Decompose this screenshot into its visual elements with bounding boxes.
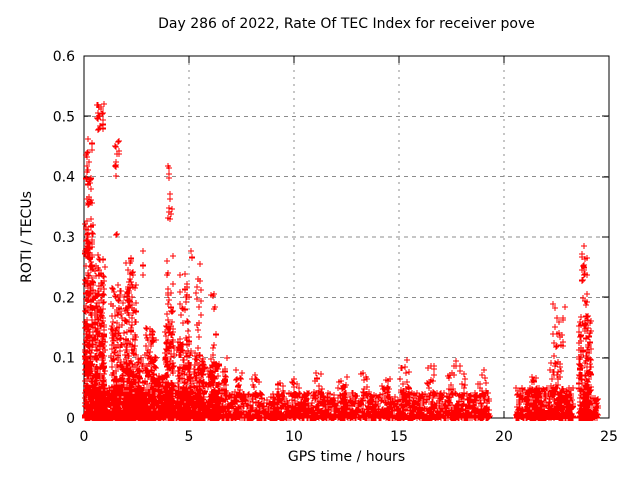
y-tick-label: 0.4 [53,170,75,186]
x-tick-label: 0 [80,429,89,445]
y-tick-label: 0.2 [53,290,75,306]
y-tick-label: 0 [66,411,75,427]
y-tick-label: 0.5 [53,109,75,125]
y-tick-label: 0.6 [53,49,75,65]
axis-ticks [83,55,610,419]
y-tick-label: 0.3 [53,230,75,246]
x-tick-label: 5 [185,429,194,445]
x-tick-label: 25 [600,429,618,445]
x-tick-label: 10 [285,429,303,445]
axis-frame [83,55,610,419]
x-axis-label: GPS time / hours [287,449,406,465]
y-axis-label: ROTI / TECUs [19,191,35,283]
y-tick-label: 0.1 [53,351,75,367]
x-tick-label: 15 [390,429,408,445]
x-tick-label: 20 [495,429,513,445]
chart-title: Day 286 of 2022, Rate Of TEC Index for r… [158,16,535,32]
scatter-points [82,101,601,421]
